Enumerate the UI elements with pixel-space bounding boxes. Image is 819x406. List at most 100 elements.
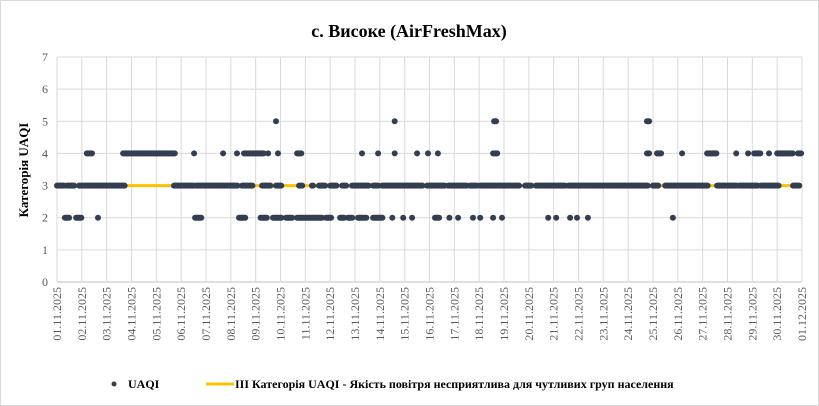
data-point <box>95 214 101 221</box>
y-tick-label: 1 <box>42 243 48 257</box>
data-point <box>644 182 651 189</box>
data-point <box>766 150 772 157</box>
data-point <box>658 150 665 157</box>
data-point <box>425 150 431 157</box>
x-tick-label: 18.11.2025 <box>472 287 486 341</box>
y-tick-label: 0 <box>42 275 48 289</box>
y-axis-label: Категорія UAQI <box>16 123 31 218</box>
data-point <box>470 214 476 221</box>
y-tick-label: 3 <box>42 179 48 193</box>
legend-label-uaqi: UAQI <box>128 377 160 391</box>
data-point <box>365 182 372 189</box>
x-tick-label: 07.11.2025 <box>199 287 213 341</box>
data-point <box>796 182 803 189</box>
data-point <box>436 214 443 221</box>
data-point <box>234 150 240 157</box>
x-tick-label: 15.11.2025 <box>398 287 412 341</box>
x-tick-label: 10.11.2025 <box>274 287 288 341</box>
x-tick-label: 01.11.2025 <box>50 287 64 341</box>
x-tick-label: 27.11.2025 <box>696 287 710 341</box>
data-point <box>278 214 285 221</box>
data-point <box>249 182 256 189</box>
data-point <box>655 182 662 189</box>
data-point <box>273 118 279 125</box>
data-point <box>455 214 462 221</box>
data-point <box>434 150 441 157</box>
data-point <box>493 118 500 125</box>
data-point <box>379 214 386 221</box>
data-point <box>745 150 752 157</box>
data-point <box>343 182 350 189</box>
x-tick-label: 20.11.2025 <box>522 287 536 341</box>
data-point <box>275 150 281 157</box>
data-point <box>400 214 407 221</box>
data-point <box>391 118 398 125</box>
y-tick-label: 5 <box>42 114 48 128</box>
data-point <box>171 150 178 157</box>
data-point <box>78 214 85 221</box>
data-point <box>71 182 78 189</box>
data-point <box>66 214 73 221</box>
data-point <box>265 150 272 157</box>
data-point <box>333 182 340 189</box>
x-tick-label: 21.11.2025 <box>547 287 561 341</box>
data-point <box>278 182 285 189</box>
data-point <box>310 182 317 189</box>
data-point <box>757 150 764 157</box>
x-tick-label: 12.11.2025 <box>323 287 337 341</box>
data-point <box>574 214 580 221</box>
x-tick-label: 28.11.2025 <box>721 287 735 341</box>
x-tick-label: 08.11.2025 <box>224 287 238 341</box>
x-tick-label: 06.11.2025 <box>174 287 188 341</box>
data-point <box>349 214 356 221</box>
y-tick-label: 7 <box>42 50 48 64</box>
data-point <box>359 150 365 157</box>
data-point <box>260 150 267 157</box>
data-point <box>775 182 782 189</box>
x-tick-label: 19.11.2025 <box>497 287 511 341</box>
data-point <box>191 150 198 157</box>
x-tick-label: 23.11.2025 <box>596 287 610 341</box>
x-tick-label: 16.11.2025 <box>423 287 437 341</box>
data-point <box>220 150 227 157</box>
x-tick-label: 01.12.2025 <box>795 287 809 341</box>
data-point <box>299 182 306 189</box>
data-point <box>646 150 653 157</box>
y-tick-label: 6 <box>42 82 48 96</box>
x-tick-label: 02.11.2025 <box>75 287 89 341</box>
data-point <box>298 150 305 157</box>
data-point <box>798 150 805 157</box>
x-tick-label: 05.11.2025 <box>149 287 163 341</box>
data-point <box>733 150 740 157</box>
data-point <box>414 150 421 157</box>
x-tick-label: 11.11.2025 <box>298 287 312 340</box>
data-point <box>704 182 711 189</box>
x-tick-label: 14.11.2025 <box>373 287 387 341</box>
data-point <box>328 214 335 221</box>
x-tick-label: 03.11.2025 <box>100 287 114 341</box>
data-point <box>234 182 241 189</box>
data-point <box>567 214 574 221</box>
data-point <box>789 150 796 157</box>
data-point <box>242 214 249 221</box>
data-point <box>391 150 398 157</box>
data-point <box>363 214 370 221</box>
data-point <box>490 214 497 221</box>
legend: UAQI ІІІ Категорія UAQI - Якість повітря… <box>111 377 674 391</box>
data-point <box>267 182 274 189</box>
data-point <box>584 214 591 221</box>
x-tick-label: 24.11.2025 <box>621 287 635 341</box>
x-tick-label: 29.11.2025 <box>745 287 759 341</box>
x-tick-label: 26.11.2025 <box>671 287 685 341</box>
data-point <box>419 182 426 189</box>
legend-marker-uaqi <box>111 381 117 387</box>
data-point <box>646 118 653 125</box>
data-point <box>375 150 382 157</box>
data-point <box>389 214 396 221</box>
y-tick-label: 2 <box>42 211 48 225</box>
data-point <box>713 150 720 157</box>
data-point <box>121 182 128 189</box>
data-point <box>477 214 484 221</box>
